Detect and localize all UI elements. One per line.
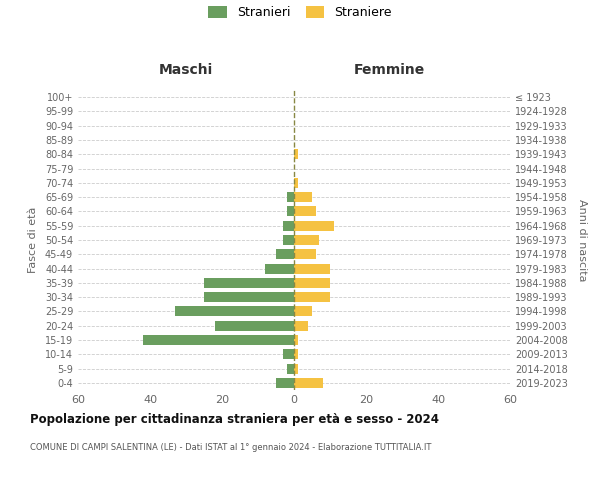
Bar [294, 292, 330, 302]
Bar [294, 220, 334, 230]
Bar [294, 335, 298, 345]
Y-axis label: Fasce di età: Fasce di età [28, 207, 38, 273]
Bar [294, 192, 312, 202]
Bar [294, 278, 330, 288]
Y-axis label: Anni di nascita: Anni di nascita [577, 198, 587, 281]
Bar [215, 320, 294, 330]
Text: Popolazione per cittadinanza straniera per età e sesso - 2024: Popolazione per cittadinanza straniera p… [30, 412, 439, 426]
Bar [265, 264, 294, 274]
Bar [283, 350, 294, 360]
Bar [287, 192, 294, 202]
Bar [294, 378, 323, 388]
Bar [287, 364, 294, 374]
Bar [294, 350, 298, 360]
Bar [294, 364, 298, 374]
Bar [283, 220, 294, 230]
Bar [294, 250, 316, 260]
Bar [276, 378, 294, 388]
Bar [294, 320, 308, 330]
Bar [294, 206, 316, 216]
Bar [283, 235, 294, 245]
Bar [143, 335, 294, 345]
Bar [294, 264, 330, 274]
Bar [276, 250, 294, 260]
Text: COMUNE DI CAMPI SALENTINA (LE) - Dati ISTAT al 1° gennaio 2024 - Elaborazione TU: COMUNE DI CAMPI SALENTINA (LE) - Dati IS… [30, 442, 431, 452]
Text: Femmine: Femmine [353, 64, 425, 78]
Bar [175, 306, 294, 316]
Bar [294, 178, 298, 188]
Bar [294, 235, 319, 245]
Bar [294, 306, 312, 316]
Bar [287, 206, 294, 216]
Legend: Stranieri, Straniere: Stranieri, Straniere [208, 6, 392, 20]
Bar [204, 292, 294, 302]
Text: Maschi: Maschi [159, 64, 213, 78]
Bar [204, 278, 294, 288]
Bar [294, 150, 298, 160]
